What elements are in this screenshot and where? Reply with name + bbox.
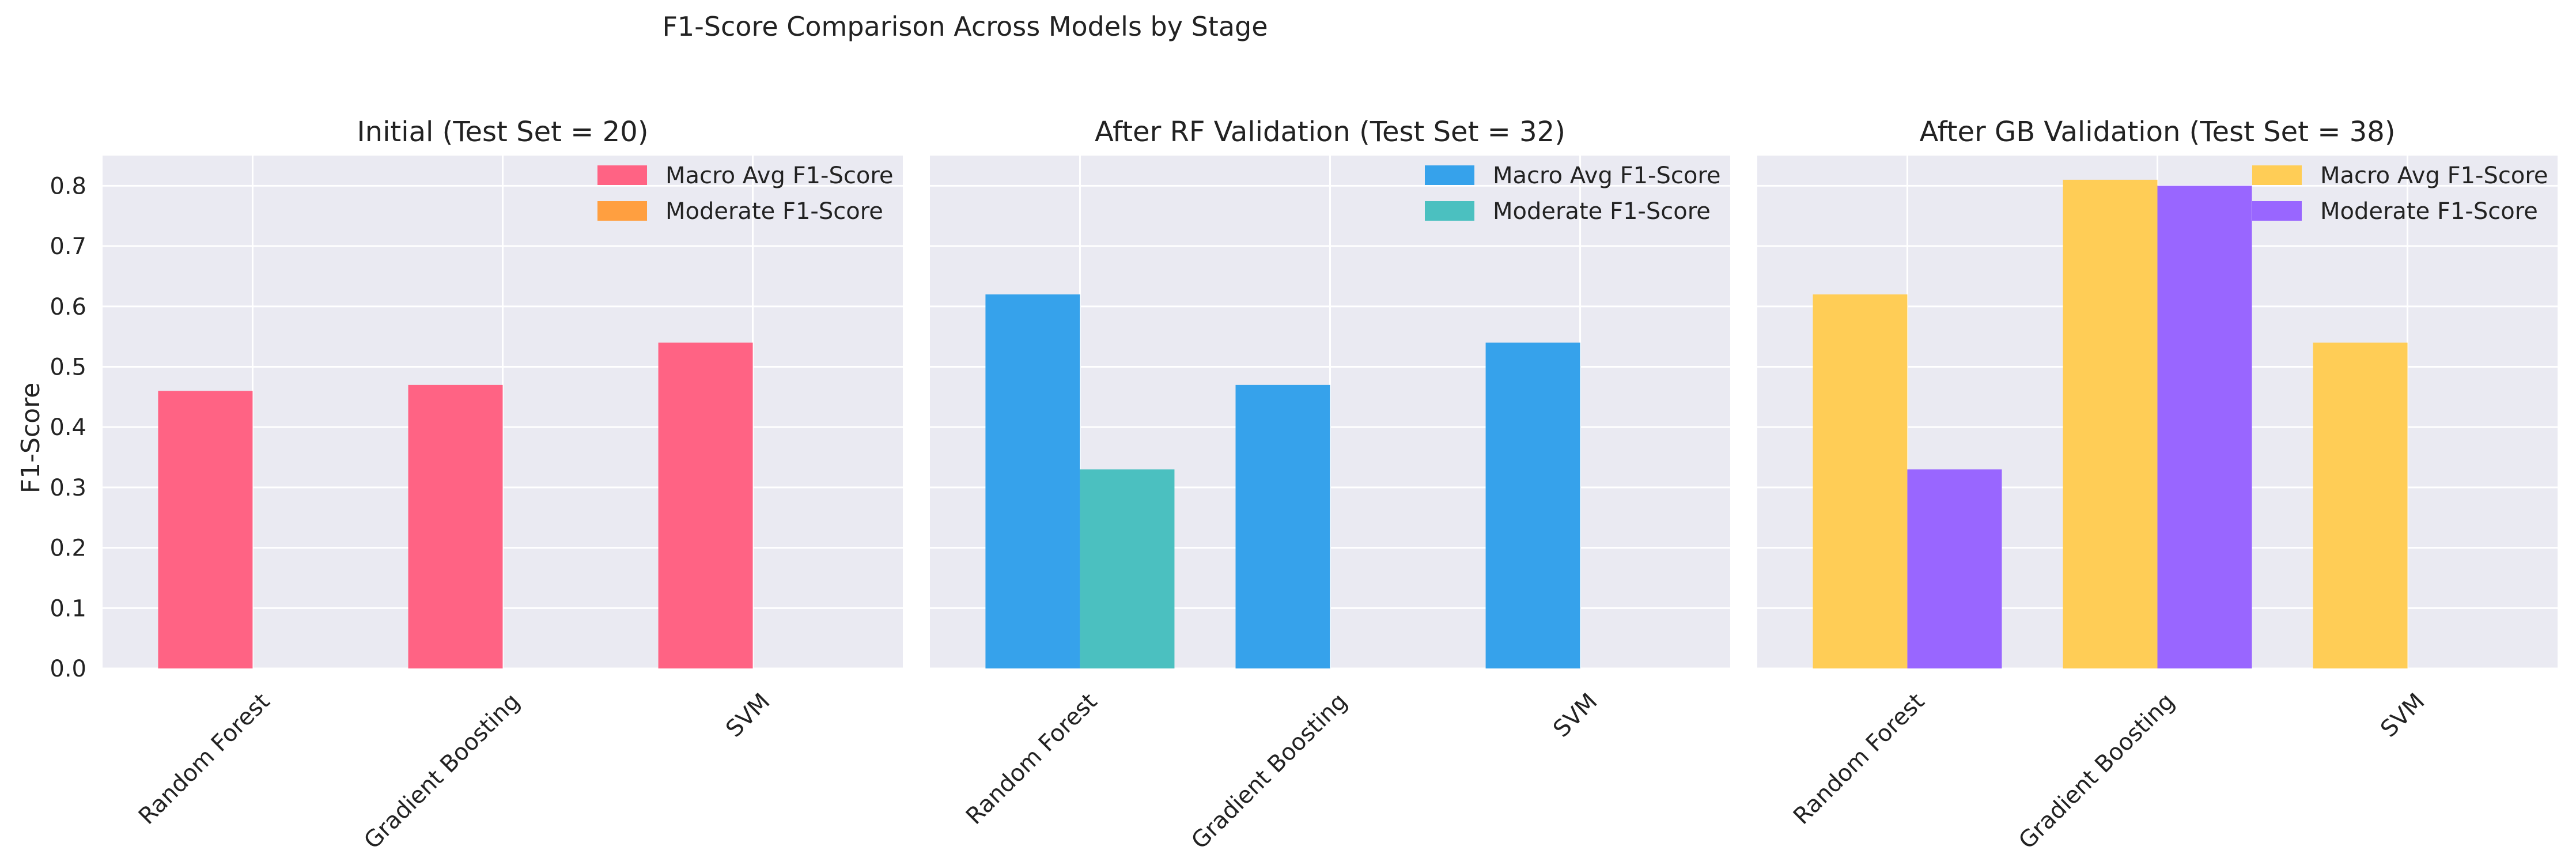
y-tick-label: 0.6 [50,294,86,320]
y-tick-label: 0.8 [50,173,86,199]
x-tick-label: SVM [1548,688,1602,742]
x-tick-label: Gradient Boosting [2014,688,2180,854]
x-tick-label: Gradient Boosting [1186,688,1352,854]
x-tick-label: SVM [721,688,775,742]
y-tick-label: 0.7 [50,233,86,260]
legend-label: Macro Avg F1-Score [1493,163,1721,189]
x-tick-label: Random Forest [1788,688,1930,829]
y-tick-label: 0.2 [50,535,86,562]
legend-swatch [1425,165,1474,185]
bar-macro-avg [658,342,753,668]
x-tick-label: Random Forest [961,688,1102,829]
bar-macro-avg [985,294,1080,669]
legend-swatch [2252,165,2302,185]
bar-moderate [2157,186,2252,669]
bar-macro-avg [1235,384,1330,668]
bar-moderate [1080,469,1175,668]
legend-swatch [2252,201,2302,221]
subplot-title: Initial (Test Set = 20) [357,116,649,148]
bar-macro-avg [1813,294,1908,669]
subplot-title: After RF Validation (Test Set = 32) [1095,116,1565,148]
legend-swatch [1425,201,1474,221]
legend-label: Moderate F1-Score [2320,198,2538,225]
subplot-title: After GB Validation (Test Set = 38) [1919,116,2395,148]
y-tick-label: 0.1 [50,595,86,622]
legend-label: Macro Avg F1-Score [665,163,894,189]
bar-macro-avg [2063,179,2158,669]
subplot-3: Random Forest Gradient Boosting SVM After G… [1757,116,2558,854]
x-tick-label: Gradient Boosting [359,688,525,854]
y-tick-label: 0.5 [50,354,86,380]
x-tick-label: Random Forest [134,688,275,829]
bar-macro-avg [2313,342,2408,668]
y-axis-label: F1-Score [16,383,46,493]
figure-suptitle: F1-Score Comparison Across Models by Sta… [662,11,1268,42]
legend-label: Macro Avg F1-Score [2320,163,2548,189]
legend-label: Moderate F1-Score [1493,198,1711,225]
y-tick-label: 0.4 [50,414,86,441]
x-tick-label: SVM [2375,688,2430,742]
bar-macro-avg [1485,342,1580,668]
y-tick-label: 0.3 [50,475,86,501]
subplots: Random Forest Gradient Boosting SVM 0.0 0.1 0… [50,116,2558,854]
subplot-2: Random Forest Gradient Boosting SVM After R… [930,116,1730,854]
bar-moderate [1907,469,2002,668]
subplot-1: Random Forest Gradient Boosting SVM 0.0 0.1 0… [50,116,903,854]
bar-macro-avg [158,391,253,668]
legend-swatch [597,165,647,185]
legend-swatch [597,201,647,221]
legend-label: Moderate F1-Score [665,198,883,225]
y-tick-label: 0.0 [50,656,86,682]
bar-macro-avg [408,384,503,668]
